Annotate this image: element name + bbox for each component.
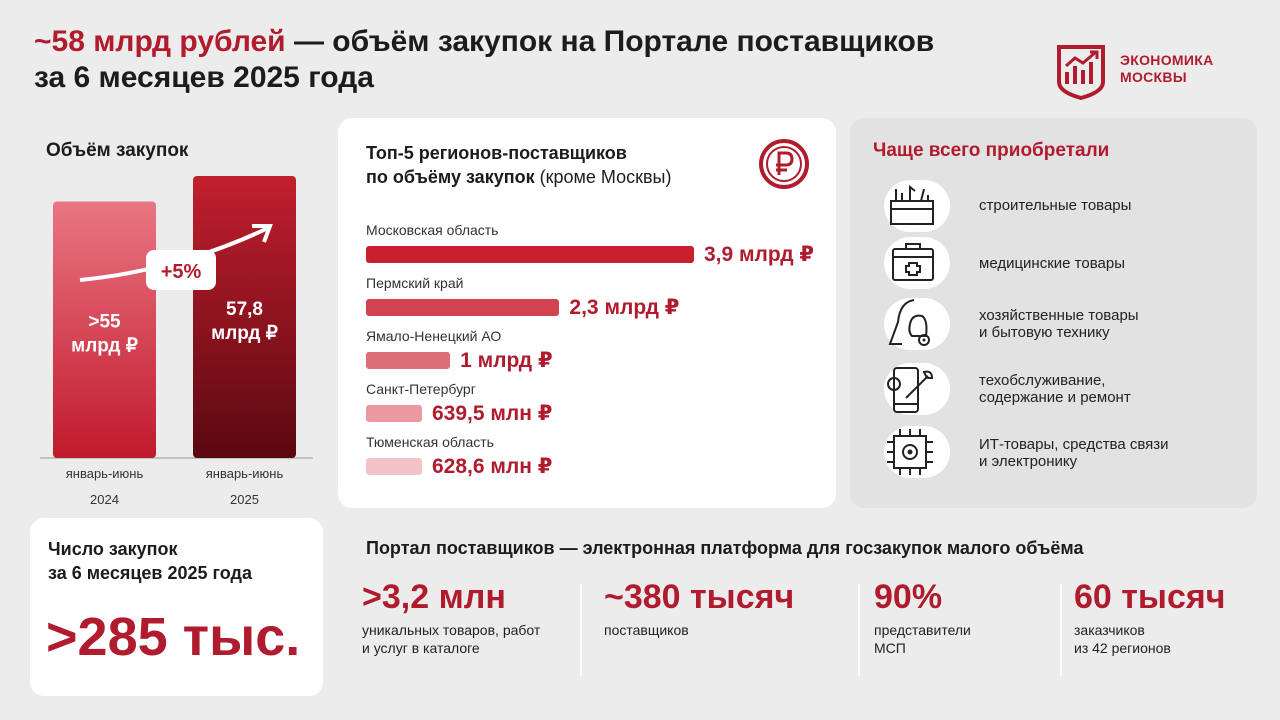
portal-stat-3-value: 90% [874, 578, 943, 616]
purchases-title-line2: за 6 месяцев 2025 года [48, 563, 252, 583]
volume-category-1: январь-июнь [66, 466, 144, 481]
volume-bar-1 [53, 201, 156, 458]
region-bar-5 [366, 458, 422, 475]
category-4: техобслуживание, содержание и ремонт [979, 372, 1131, 406]
title-rest: — объём закупок на Портале поставщиков [285, 25, 935, 58]
region-value-1: 3,9 млрд ₽ [704, 243, 814, 266]
regions-title-line2-rest: (кроме Москвы) [534, 167, 672, 187]
portal-stat-2-line1: поставщиков [604, 622, 689, 638]
volume-category-2: 2025 [230, 492, 259, 507]
region-label-3: Ямало-Ненецкий АО [366, 328, 502, 344]
ruble-icon [759, 139, 809, 189]
volume-bar-2-label: 57,8 [226, 299, 263, 320]
divider-3 [1060, 584, 1062, 676]
portal-stat-2: ~380 тысяч поставщиков [604, 578, 794, 639]
volume-chart-title: Объём закупок [46, 140, 189, 161]
portal-stat-1-caption: уникальных товаров, работ и услуг в ката… [362, 621, 540, 657]
volume-category-1: 2024 [90, 492, 119, 507]
toolbox-icon [890, 184, 934, 225]
portal-stat-2-caption: поставщиков [604, 621, 794, 639]
title-accent: ~58 млрд рублей [34, 25, 286, 58]
region-value-4: 639,5 млн ₽ [432, 402, 553, 425]
regions-title-line2: по объёму закупок [366, 167, 535, 187]
category-2-line1: медицинские товары [979, 255, 1125, 272]
category-1: строительные товары [979, 197, 1131, 214]
region-value-3: 1 млрд ₽ [460, 349, 553, 372]
volume-bar-1-label: млрд ₽ [71, 336, 138, 357]
portal-stat-3-line2: МСП [874, 640, 906, 656]
regions-card-title: Топ-5 регионов-поставщиков по объёму зак… [366, 141, 671, 189]
divider-2 [858, 584, 860, 676]
category-5: ИТ-товары, средства связи и электронику [979, 436, 1169, 470]
category-4-line2: содержание и ремонт [979, 389, 1131, 406]
growth-badge [146, 250, 216, 290]
portal-title: Портал поставщиков — электронная платфор… [366, 538, 1084, 558]
category-3: хозяйственные товары и бытовую технику [979, 307, 1139, 341]
category-3-line1: хозяйственные товары [979, 307, 1139, 324]
category-icon-bg-3 [884, 298, 950, 350]
category-2: медицинские товары [979, 255, 1125, 272]
volume-category-2: январь-июнь [206, 466, 284, 481]
region-label-1: Московская область [366, 222, 499, 238]
category-5-line2: и электронику [979, 453, 1078, 470]
portal-stat-4-line1: заказчиков [1074, 622, 1145, 638]
region-bar-1 [366, 246, 694, 263]
title-line2: за 6 месяцев 2025 года [34, 61, 374, 94]
portal-stat-1-value: >3,2 млн [362, 578, 506, 616]
chart-shield-logo-icon [1057, 45, 1105, 100]
growth-badge-text: +5% [161, 261, 202, 283]
category-3-line2: и бытовую технику [979, 324, 1110, 341]
portal-stat-4-caption: заказчиков из 42 регионов [1074, 621, 1225, 657]
growth-arrow-head [252, 224, 273, 243]
region-bar-4 [366, 405, 422, 422]
portal-stat-2-value: ~380 тысяч [604, 578, 795, 616]
region-label-4: Санкт-Петербург [366, 381, 476, 397]
phone-wrench-icon [887, 367, 934, 413]
logo-text: ЭКОНОМИКА МОСКВЫ [1120, 52, 1213, 86]
vacuum-cleaner-icon [888, 299, 930, 346]
volume-bar-chart: >55 млрд ₽ январь-июнь 2024 57,8 млрд ₽ январь… [40, 176, 313, 507]
regions-bar-chart: Московская область 3,9 млрд ₽ Пермский кра… [366, 222, 826, 482]
category-5-line1: ИТ-товары, средства связи [979, 436, 1169, 453]
region-bar-2 [366, 299, 560, 316]
category-1-line1: строительные товары [979, 197, 1132, 214]
portal-stat-3-line1: представители [874, 622, 971, 638]
portal-stat-3: 90% представители МСП [874, 578, 971, 657]
divider-1 [580, 584, 582, 676]
chip-gear-icon [887, 429, 933, 475]
portal-stat-4-value: 60 тысяч [1074, 578, 1226, 616]
region-value-2: 2,3 млрд ₽ [569, 296, 680, 319]
region-value-5: 628,6 млн ₽ [432, 455, 553, 478]
page-title: ~58 млрд рублей — объём закупок на Порта… [34, 24, 934, 96]
logo-line1: ЭКОНОМИКА [1120, 52, 1214, 68]
portal-stat-1-line1: уникальных товаров, работ [362, 622, 541, 638]
region-label-5: Тюменская область [366, 434, 494, 450]
volume-bar-2-label: млрд ₽ [211, 323, 278, 344]
portal-stat-4: 60 тысяч заказчиков из 42 регионов [1074, 578, 1225, 657]
categories-title-text: Чаще всего приобретали [873, 140, 1110, 161]
logo-line2: МОСКВЫ [1120, 69, 1187, 85]
portal-stat-4-line2: из 42 регионов [1074, 640, 1171, 656]
categories-title: Чаще всего приобретали [873, 139, 1109, 163]
purchases-count-title: Число закупок за 6 месяцев 2025 года [48, 537, 252, 585]
regions-title-line1: Топ-5 регионов-поставщиков [366, 143, 627, 163]
volume-bar-1-label: >55 [88, 312, 121, 333]
purchases-count-card [30, 518, 323, 696]
portal-stat-1: >3,2 млн уникальных товаров, работ и усл… [362, 578, 540, 657]
medical-kit-icon [892, 243, 934, 281]
portal-stat-1-line2: и услуг в каталоге [362, 640, 480, 656]
region-bar-3 [366, 352, 451, 369]
region-label-2: Пермский край [366, 275, 464, 291]
purchases-count-value: >285 тыс. [46, 607, 301, 667]
category-4-line1: техобслуживание, [979, 372, 1106, 389]
purchases-title-line1: Число закупок [48, 539, 178, 559]
portal-stat-3-caption: представители МСП [874, 621, 971, 657]
volume-bar-2 [193, 176, 296, 458]
